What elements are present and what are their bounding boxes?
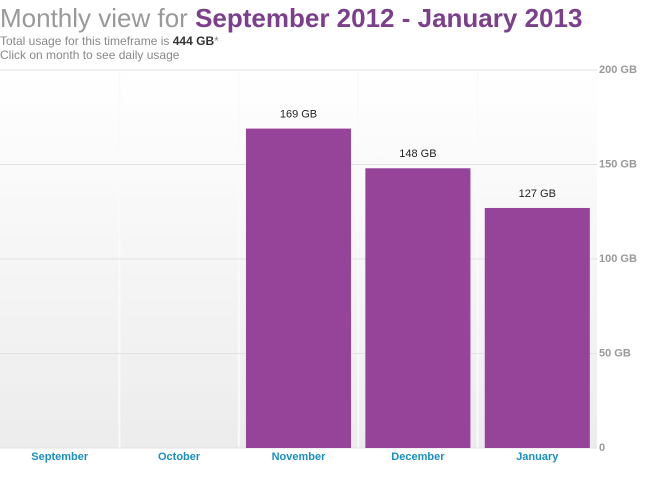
- month-label[interactable]: November: [272, 451, 327, 463]
- y-tick-label: 100 GB: [599, 253, 637, 265]
- value-label: 169 GB: [280, 108, 317, 120]
- bar[interactable]: [245, 128, 352, 448]
- summary-note: *: [214, 34, 219, 48]
- y-tick-label: 150 GB: [599, 158, 637, 170]
- title-line: Monthly view for September 2012 - Januar…: [0, 2, 653, 34]
- y-tick-label: 0: [599, 442, 605, 454]
- summary: Total usage for this timeframe is: [0, 34, 170, 48]
- value-label: 127 GB: [519, 188, 556, 200]
- month-label[interactable]: October: [158, 451, 201, 463]
- summary-total: 444 GB: [172, 34, 215, 48]
- value-label: 148 GB: [399, 148, 436, 160]
- header: Monthly view for September 2012 - Januar…: [0, 0, 653, 62]
- y-tick-label: 50 GB: [599, 347, 631, 359]
- bar[interactable]: [365, 168, 471, 448]
- bar[interactable]: [484, 207, 590, 448]
- title: Monthly view for: [0, 3, 188, 33]
- summary-line: Total usage for this timeframe is 444 GB…: [0, 34, 653, 48]
- hint: Click on month to see daily usage: [0, 48, 180, 62]
- y-tick-label: 200 GB: [599, 64, 637, 76]
- month-label[interactable]: December: [391, 451, 445, 463]
- month-label[interactable]: September: [31, 451, 89, 463]
- month-label[interactable]: January: [516, 451, 559, 463]
- title-period: September 2012 - January 2013: [195, 3, 583, 33]
